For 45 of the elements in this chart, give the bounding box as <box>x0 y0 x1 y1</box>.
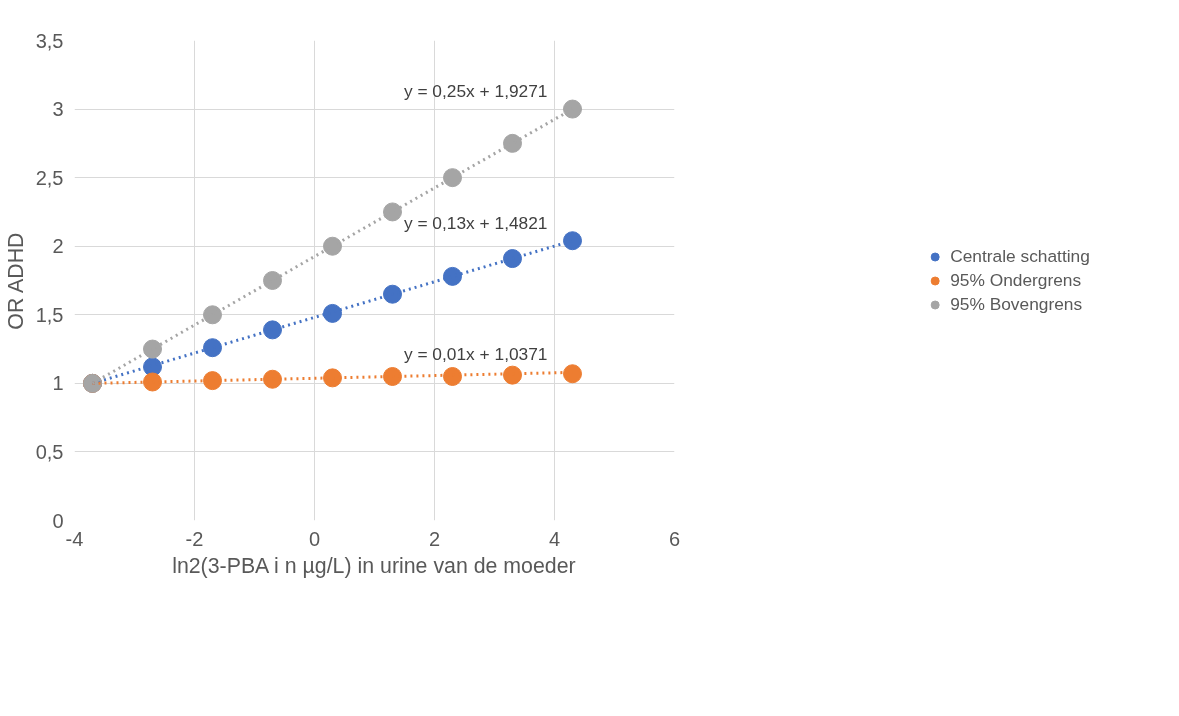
annotation: y = 0,01x + 1,0371 <box>403 344 548 365</box>
point <box>503 133 522 153</box>
y-tick-label: 3,5 <box>35 29 64 52</box>
point <box>263 271 282 290</box>
x-tick-label: 6 <box>668 527 681 550</box>
point <box>503 249 522 269</box>
point <box>563 99 582 119</box>
annotation: y = 0,13x + 1,4821 <box>403 212 548 233</box>
x-tick-label: -2 <box>185 527 204 550</box>
point <box>143 339 162 359</box>
x-axis-title: ln2(3-PBA i n µg/L) in urine van de moeder <box>172 553 576 578</box>
point <box>203 338 222 358</box>
y-tick-label: 1 <box>52 372 64 395</box>
x-tick-label: 4 <box>548 527 561 550</box>
point <box>443 266 462 286</box>
point <box>323 303 342 323</box>
point <box>203 305 222 325</box>
point <box>503 365 522 385</box>
point <box>143 372 162 392</box>
point <box>263 320 282 340</box>
y-tick-label: 2,5 <box>35 166 64 189</box>
y-axis-title: OR ADHD <box>3 232 28 330</box>
point <box>443 168 462 188</box>
y-tick-label: 2 <box>52 235 64 258</box>
point <box>203 371 222 391</box>
point <box>323 368 342 388</box>
x-tick-label: 2 <box>428 527 441 550</box>
legend-label: 95% Bovengrens <box>950 293 1083 315</box>
point <box>563 364 582 384</box>
point <box>563 231 582 251</box>
annotation: y = 0,25x + 1,9271 <box>403 81 548 102</box>
legend-label: 95% Ondergrens <box>950 269 1082 291</box>
point <box>383 284 402 304</box>
x-tick-label: -4 <box>65 527 84 550</box>
point <box>443 367 462 386</box>
point <box>383 367 402 386</box>
x-tick-label: 0 <box>308 527 321 550</box>
y-tick-label: 1,5 <box>35 303 64 326</box>
legend-label: Centrale schatting <box>950 245 1090 267</box>
y-tick-label: 0 <box>52 509 64 532</box>
y-tick-label: 0,5 <box>35 440 64 463</box>
point <box>263 369 282 389</box>
point <box>323 236 342 256</box>
y-tick-label: 3 <box>52 98 64 121</box>
point <box>383 202 402 222</box>
